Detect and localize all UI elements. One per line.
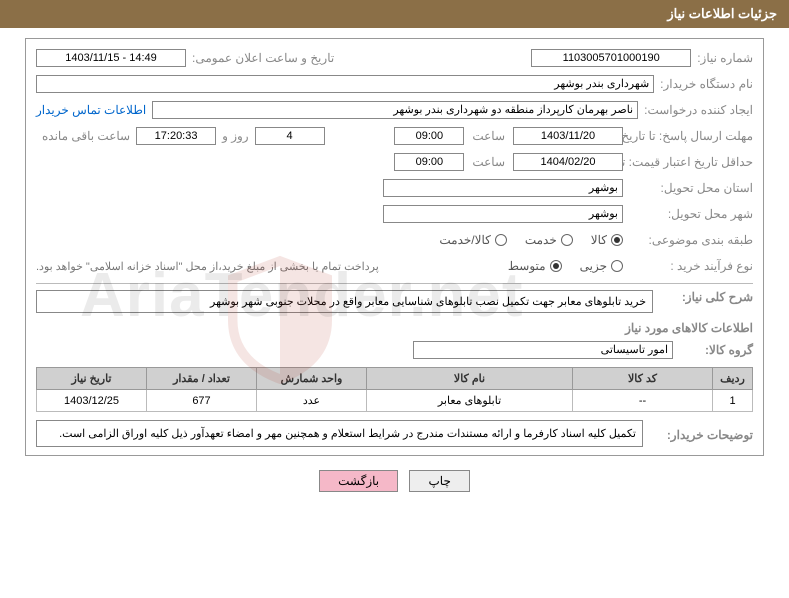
back-button[interactable]: بازگشت	[319, 470, 398, 492]
radio-dot-icon	[495, 234, 507, 246]
province-label: استان محل تحویل:	[623, 181, 753, 195]
validity-label: حداقل تاریخ اعتبار قیمت: تا تاریخ:	[623, 155, 753, 169]
process-radio-0[interactable]: جزیی	[580, 259, 623, 273]
process-radio-1[interactable]: متوسط	[508, 259, 562, 273]
category-radio-0[interactable]: کالا	[591, 233, 623, 247]
table-header: کد کالا	[573, 368, 713, 390]
validity-time-field: 09:00	[394, 153, 464, 171]
goods-table: ردیفکد کالانام کالاواحد شمارشتعداد / مقد…	[36, 367, 753, 412]
announce-label: تاریخ و ساعت اعلان عمومی:	[186, 51, 334, 65]
need-desc-box: خرید تابلوهای معابر جهت تکمیل نصب تابلوه…	[36, 290, 653, 313]
reply-date-field: 1403/11/20	[513, 127, 623, 145]
hour-label-1: ساعت	[464, 129, 513, 143]
validity-date-field: 1404/02/20	[513, 153, 623, 171]
reply-time-field: 09:00	[394, 127, 464, 145]
buyer-notes-label: توضیحات خریدار:	[643, 420, 753, 447]
category-radio-2[interactable]: کالا/خدمت	[439, 233, 506, 247]
need-no-field: 1103005701000190	[531, 49, 691, 67]
process-radio-group: جزیی متوسط	[508, 259, 623, 273]
table-cell: تابلوهای معابر	[367, 390, 573, 412]
table-header: نام کالا	[367, 368, 573, 390]
days-and-label: روز و	[216, 129, 255, 143]
radio-label: کالا/خدمت	[439, 233, 490, 247]
reply-deadline-label: مهلت ارسال پاسخ: تا تاریخ:	[623, 129, 753, 143]
radio-label: خدمت	[525, 233, 557, 247]
table-header: واحد شمارش	[257, 368, 367, 390]
table-row: 1--تابلوهای معابرعدد6771403/12/25	[37, 390, 753, 412]
announce-field: 1403/11/15 - 14:49	[36, 49, 186, 67]
goods-group-label: گروه کالا:	[673, 343, 753, 357]
contact-link[interactable]: اطلاعات تماس خریدار	[36, 103, 152, 117]
table-header: تعداد / مقدار	[147, 368, 257, 390]
radio-label: کالا	[591, 233, 607, 247]
radio-dot-icon	[611, 234, 623, 246]
form-box: شماره نیاز: 1103005701000190 تاریخ و ساع…	[25, 38, 764, 456]
category-radio-1[interactable]: خدمت	[525, 233, 573, 247]
radio-dot-icon	[550, 260, 562, 272]
buyer-org-label: نام دستگاه خریدار:	[654, 77, 753, 91]
table-cell: عدد	[257, 390, 367, 412]
city-field: بوشهر	[383, 205, 623, 223]
days-field: 4	[255, 127, 325, 145]
buyer-notes-box: تکمیل کلیه اسناد کارفرما و ارائه مستندات…	[36, 420, 643, 447]
category-label: طبقه بندی موضوعی:	[623, 233, 753, 247]
table-cell: 1	[713, 390, 753, 412]
radio-label: متوسط	[508, 259, 546, 273]
hours-left-label: ساعت باقی مانده	[36, 129, 136, 143]
need-desc-label: شرح کلی نیاز:	[653, 290, 753, 304]
goods-info-title: اطلاعات کالاهای مورد نیاز	[36, 321, 753, 335]
page-title: جزئیات اطلاعات نیاز	[0, 0, 789, 28]
buyer-org-field: شهرداری بندر بوشهر	[36, 75, 654, 93]
requester-field: ناصر بهرمان کارپرداز منطقه دو شهرداری بن…	[152, 101, 638, 119]
payment-note: پرداخت تمام یا بخشی از مبلغ خرید،از محل …	[36, 260, 379, 273]
table-header: ردیف	[713, 368, 753, 390]
table-cell: 1403/12/25	[37, 390, 147, 412]
goods-group-field: امور تاسیساتی	[413, 341, 673, 359]
radio-dot-icon	[561, 234, 573, 246]
need-no-label: شماره نیاز:	[691, 51, 753, 65]
table-cell: 677	[147, 390, 257, 412]
countdown-field: 17:20:33	[136, 127, 216, 145]
city-label: شهر محل تحویل:	[623, 207, 753, 221]
radio-dot-icon	[611, 260, 623, 272]
requester-label: ایجاد کننده درخواست:	[638, 103, 753, 117]
hour-label-2: ساعت	[464, 155, 513, 169]
province-field: بوشهر	[383, 179, 623, 197]
category-radio-group: کالا خدمت کالا/خدمت	[439, 233, 623, 247]
print-button[interactable]: چاپ	[409, 470, 469, 492]
table-cell: --	[573, 390, 713, 412]
radio-label: جزیی	[580, 259, 607, 273]
process-label: نوع فرآیند خرید :	[623, 259, 753, 273]
table-header: تاریخ نیاز	[37, 368, 147, 390]
